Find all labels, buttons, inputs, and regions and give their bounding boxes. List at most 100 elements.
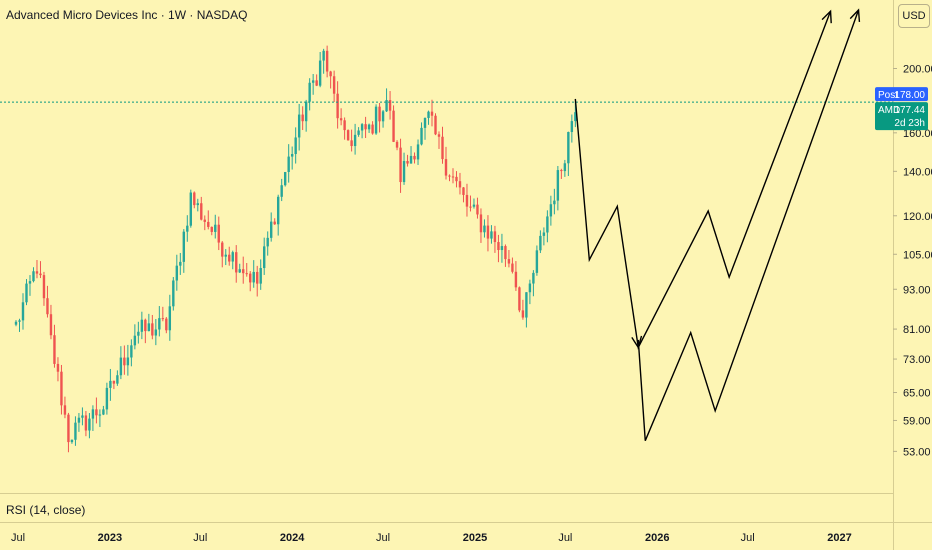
indicator-label[interactable]: RSI (14, close) (6, 503, 86, 517)
candle (179, 252, 182, 275)
candle (77, 413, 81, 432)
candle-body (21, 302, 25, 321)
candle-body (322, 50, 325, 61)
candle-body (315, 80, 318, 86)
candle-body (294, 137, 297, 155)
candle-body (25, 283, 28, 303)
projection-arrowhead-b (849, 8, 861, 23)
candle (532, 270, 535, 297)
candle-body (210, 226, 213, 232)
candle (567, 131, 570, 176)
candle (165, 317, 168, 334)
time-tick-label: Jul (558, 532, 572, 544)
candle-body (511, 263, 514, 272)
candle (228, 246, 231, 266)
candle-body (256, 271, 259, 284)
candle (56, 357, 60, 382)
candle (91, 405, 95, 431)
candle (273, 218, 276, 225)
candle-body (154, 329, 158, 336)
candle-body (518, 287, 521, 311)
candle-body (514, 271, 518, 288)
candle-body (238, 269, 241, 273)
candle (374, 104, 378, 135)
candle-body (287, 156, 290, 172)
last-price-tag-ticker: AMD (878, 105, 900, 116)
candle (161, 306, 165, 322)
candle (224, 249, 227, 266)
candle-body (42, 275, 46, 299)
candle-body (301, 114, 304, 122)
candle-body (458, 181, 462, 188)
candle (214, 214, 217, 239)
candle (301, 106, 304, 131)
projection-path-a (574, 10, 832, 350)
candle (455, 171, 458, 188)
candle-body (455, 176, 458, 182)
candle (88, 413, 91, 439)
post-price-tag-label: Post (878, 90, 898, 101)
candle (203, 215, 206, 231)
candle-body (98, 414, 102, 416)
candle (235, 245, 238, 283)
candle (423, 117, 427, 140)
candle-body (165, 318, 168, 331)
candle-body (273, 221, 276, 225)
candle-body (235, 252, 238, 273)
candle (399, 138, 402, 193)
candle (144, 318, 147, 344)
candle (186, 215, 189, 242)
candle (514, 261, 518, 291)
candle-body (437, 134, 441, 137)
candle-body (88, 418, 91, 431)
candle-body (332, 76, 336, 94)
candle-body (186, 225, 189, 232)
candle-body (420, 127, 423, 145)
currency-button[interactable]: USD (898, 4, 930, 28)
candle-body (32, 271, 35, 282)
candle-body (60, 371, 63, 406)
candle-body (504, 246, 507, 260)
candle-body (102, 409, 105, 415)
candle (402, 152, 406, 185)
price-tick-label: 200.00 (903, 64, 932, 76)
candle (133, 324, 137, 350)
candle-body (259, 268, 262, 284)
candle (427, 110, 430, 125)
candle (154, 319, 158, 346)
time-tick-label: 2025 (463, 532, 487, 544)
candle (346, 129, 350, 141)
candle (84, 410, 88, 437)
candle (343, 117, 346, 140)
candle (308, 78, 311, 111)
candle-body (570, 121, 574, 133)
candle (14, 320, 18, 327)
candle (21, 293, 25, 330)
candle (395, 140, 399, 151)
projection-arrowhead-a (821, 9, 832, 24)
candle-body (67, 414, 70, 443)
candle-body (249, 273, 252, 283)
candle (193, 191, 196, 209)
candle (95, 397, 98, 424)
candle-body (500, 246, 504, 251)
candle (119, 346, 123, 380)
candle (546, 210, 549, 243)
candle (67, 412, 70, 453)
last-price-tag-bg (875, 102, 928, 131)
candle (294, 127, 297, 164)
candle-body (151, 323, 154, 336)
candle-body (465, 194, 469, 207)
time-axis: Jul 2023 Jul 2024 Jul 2025 Jul 2026 Jul 2027 (11, 532, 852, 544)
candle-body (553, 200, 556, 205)
candle (25, 279, 28, 306)
candle-body (276, 196, 280, 225)
candle (238, 263, 241, 274)
candle-body (539, 235, 542, 251)
candle-body (339, 118, 343, 121)
candle-body (406, 161, 409, 164)
candle (259, 259, 262, 290)
candle-body (175, 265, 179, 281)
